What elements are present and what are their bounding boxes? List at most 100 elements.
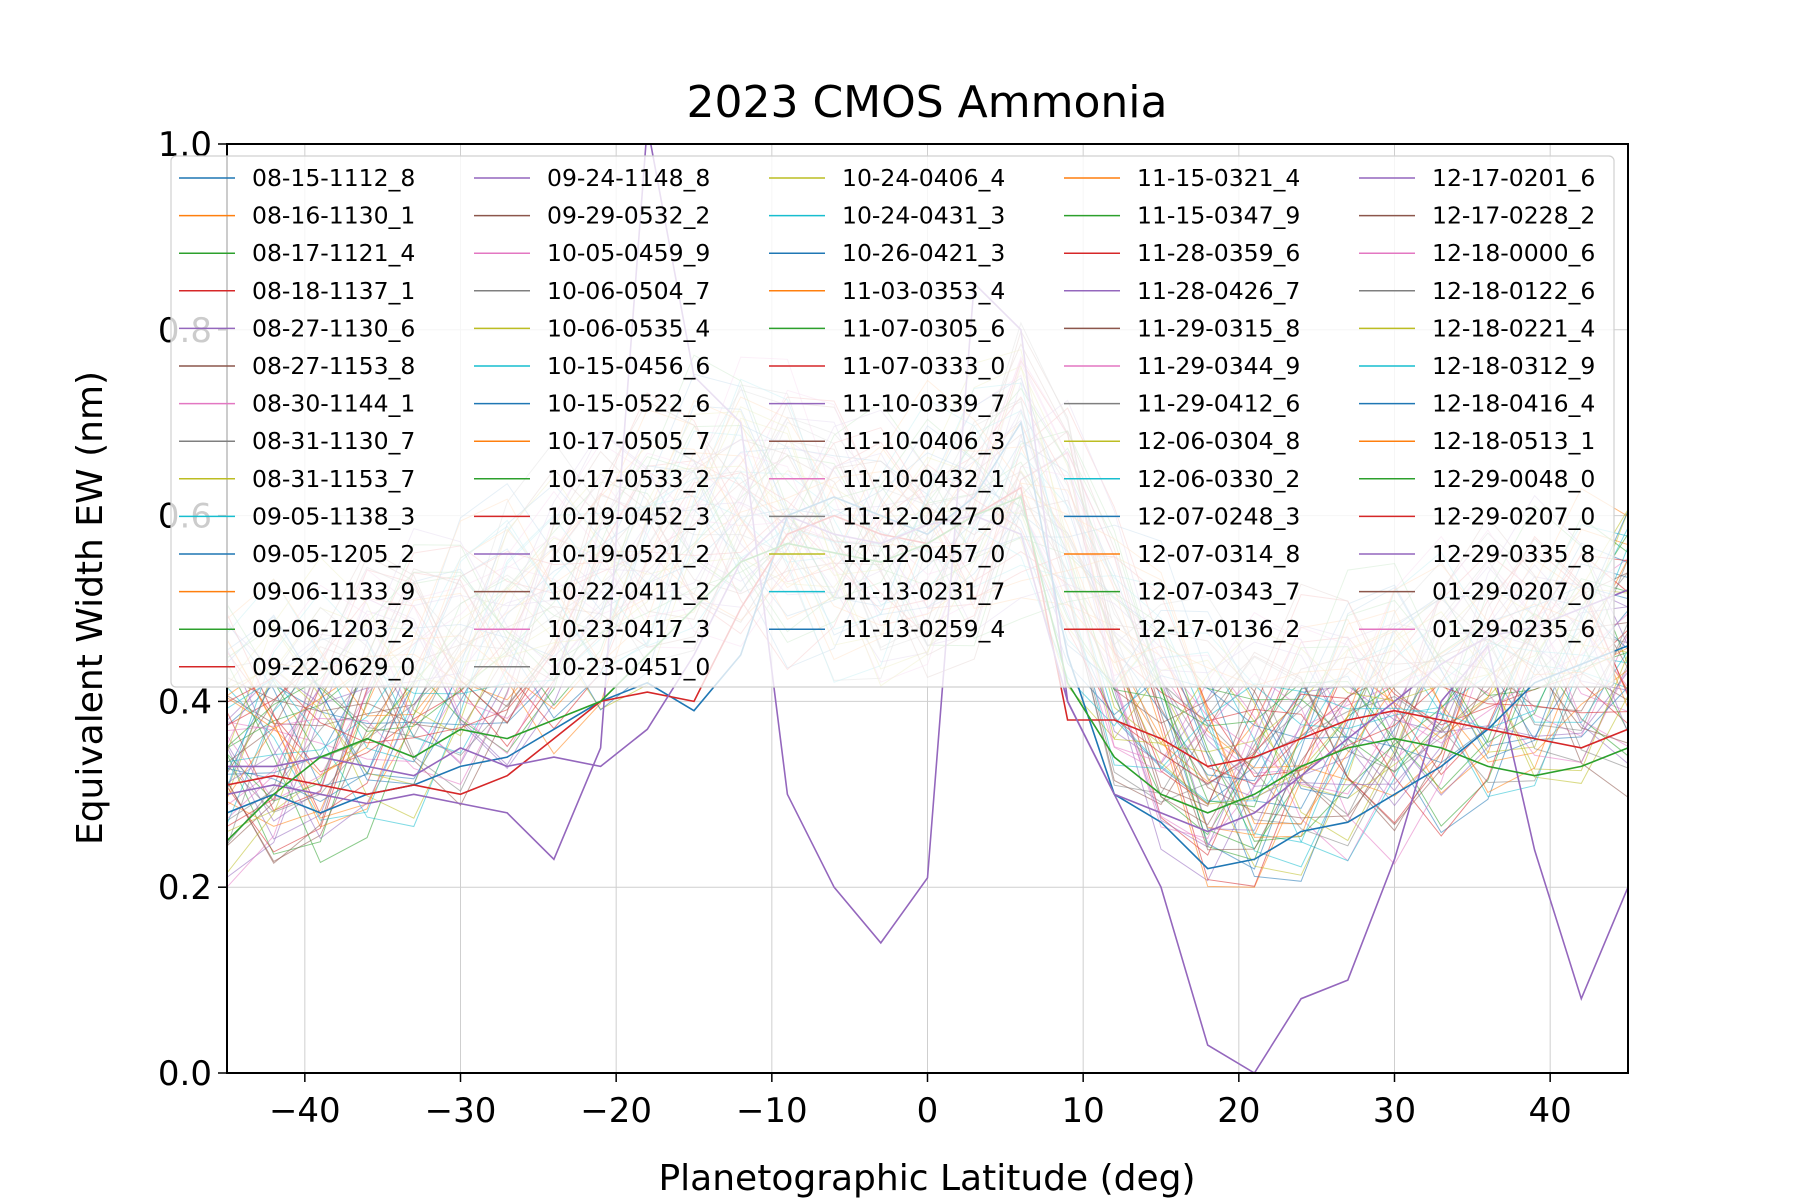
legend-entry: 08-18-1137_1 bbox=[179, 277, 415, 305]
legend-label: 12-18-0000_6 bbox=[1432, 239, 1595, 267]
legend-entry: 11-15-0347_9 bbox=[1064, 202, 1300, 230]
x-tick-label: 30 bbox=[1373, 1091, 1416, 1131]
legend-label: 11-13-0231_7 bbox=[842, 578, 1005, 606]
legend-entry: 12-29-0335_8 bbox=[1359, 540, 1595, 568]
legend-entry: 01-29-0235_6 bbox=[1359, 615, 1595, 643]
legend-label: 11-29-0315_8 bbox=[1137, 314, 1300, 342]
legend-label: 12-29-0207_0 bbox=[1432, 502, 1595, 530]
legend-label: 11-29-0412_6 bbox=[1137, 390, 1300, 418]
legend-entry: 10-17-0505_7 bbox=[474, 427, 710, 455]
legend-entry: 10-05-0459_9 bbox=[474, 239, 710, 267]
legend-entry: 12-29-0048_0 bbox=[1359, 465, 1595, 493]
legend-entry: 10-24-0406_4 bbox=[769, 164, 1005, 192]
legend-entry: 10-06-0504_7 bbox=[474, 277, 710, 305]
legend-label: 10-05-0459_9 bbox=[547, 239, 710, 267]
y-tick-label: 0.2 bbox=[158, 868, 212, 908]
legend-entry: 12-18-0416_4 bbox=[1359, 390, 1595, 418]
legend-entry: 12-18-0122_6 bbox=[1359, 277, 1595, 305]
y-tick-label: 0.4 bbox=[158, 682, 212, 722]
legend-label: 09-06-1133_9 bbox=[252, 578, 415, 606]
legend-entry: 11-29-0412_6 bbox=[1064, 390, 1300, 418]
legend-entry: 10-26-0421_3 bbox=[769, 239, 1005, 267]
legend-label: 11-29-0344_9 bbox=[1137, 352, 1300, 380]
legend-entry: 12-07-0248_3 bbox=[1064, 502, 1300, 530]
legend-label: 11-15-0347_9 bbox=[1137, 202, 1300, 230]
legend-entry: 12-06-0330_2 bbox=[1064, 465, 1300, 493]
legend-label: 12-29-0048_0 bbox=[1432, 465, 1595, 493]
legend-entry: 08-31-1153_7 bbox=[179, 465, 415, 493]
legend-label: 11-10-0432_1 bbox=[842, 465, 1005, 493]
legend-entry: 12-17-0201_6 bbox=[1359, 164, 1595, 192]
x-tick-label: −40 bbox=[269, 1091, 341, 1131]
legend-label: 12-06-0304_8 bbox=[1137, 427, 1300, 455]
legend-entry: 12-06-0304_8 bbox=[1064, 427, 1300, 455]
legend-entry: 08-30-1144_1 bbox=[179, 390, 415, 418]
x-tick-label: −10 bbox=[736, 1091, 808, 1131]
legend-entry: 11-07-0333_0 bbox=[769, 352, 1005, 380]
legend-label: 11-07-0333_0 bbox=[842, 352, 1005, 380]
legend-label: 08-17-1121_4 bbox=[252, 239, 415, 267]
y-axis-label: Equivalent Width EW (nm) bbox=[70, 371, 111, 845]
legend-entry: 11-10-0406_3 bbox=[769, 427, 1005, 455]
series-line-12-29-0335_8 bbox=[227, 144, 1628, 1073]
legend-entry: 01-29-0207_0 bbox=[1359, 578, 1595, 606]
legend-entry: 11-10-0339_7 bbox=[769, 390, 1005, 418]
x-tick-label: 40 bbox=[1529, 1091, 1572, 1131]
legend-label: 09-05-1205_2 bbox=[252, 540, 415, 568]
legend-entry: 12-18-0513_1 bbox=[1359, 427, 1595, 455]
legend-label: 12-17-0228_2 bbox=[1432, 202, 1595, 230]
legend-label: 12-07-0314_8 bbox=[1137, 540, 1300, 568]
legend-entry: 11-13-0259_4 bbox=[769, 615, 1005, 643]
legend-label: 09-29-0532_2 bbox=[547, 202, 710, 230]
legend-label: 11-10-0406_3 bbox=[842, 427, 1005, 455]
y-tick-label: 0.0 bbox=[158, 1054, 212, 1094]
legend-entry: 11-10-0432_1 bbox=[769, 465, 1005, 493]
legend-label: 12-07-0248_3 bbox=[1137, 502, 1300, 530]
x-tick-label: −20 bbox=[580, 1091, 652, 1131]
legend-label: 10-17-0505_7 bbox=[547, 427, 710, 455]
legend-label: 12-29-0335_8 bbox=[1432, 540, 1595, 568]
legend-entry: 09-05-1205_2 bbox=[179, 540, 415, 568]
legend-entry: 10-19-0452_3 bbox=[474, 502, 710, 530]
legend-entry: 11-15-0321_4 bbox=[1064, 164, 1300, 192]
legend-entry: 12-18-0000_6 bbox=[1359, 239, 1595, 267]
legend-entry: 10-19-0521_2 bbox=[474, 540, 710, 568]
legend-label: 11-12-0457_0 bbox=[842, 540, 1005, 568]
legend-entry: 10-15-0522_6 bbox=[474, 390, 710, 418]
legend-entry: 11-07-0305_6 bbox=[769, 314, 1005, 342]
legend-box bbox=[170, 155, 1615, 688]
legend-entry: 10-23-0451_0 bbox=[474, 653, 710, 681]
legend-label: 12-18-0122_6 bbox=[1432, 277, 1595, 305]
legend-label: 01-29-0235_6 bbox=[1432, 615, 1595, 643]
legend-entry: 11-03-0353_4 bbox=[769, 277, 1005, 305]
legend-entry: 11-12-0427_0 bbox=[769, 502, 1005, 530]
legend-entry: 12-18-0221_4 bbox=[1359, 314, 1595, 342]
legend-entry: 09-22-0629_0 bbox=[179, 653, 415, 681]
legend-label: 08-15-1112_8 bbox=[252, 164, 415, 192]
legend-label: 11-03-0353_4 bbox=[842, 277, 1005, 305]
legend-entry: 12-07-0314_8 bbox=[1064, 540, 1300, 568]
legend-entry: 08-15-1112_8 bbox=[179, 164, 415, 192]
legend: 08-15-1112_8 08-16-1130_1 08-17-1121_4 08-1… bbox=[170, 155, 1615, 688]
x-tick-label: 0 bbox=[917, 1091, 939, 1131]
legend-entry: 10-15-0456_6 bbox=[474, 352, 710, 380]
legend-label: 08-27-1130_6 bbox=[252, 314, 415, 342]
legend-label: 11-15-0321_4 bbox=[1137, 164, 1300, 192]
legend-label: 11-12-0427_0 bbox=[842, 502, 1005, 530]
legend-label: 11-07-0305_6 bbox=[842, 314, 1005, 342]
legend-label: 10-15-0522_6 bbox=[547, 390, 710, 418]
legend-label: 09-06-1203_2 bbox=[252, 615, 415, 643]
legend-label: 12-18-0221_4 bbox=[1432, 314, 1595, 342]
legend-label: 11-28-0426_7 bbox=[1137, 277, 1300, 305]
legend-label: 09-05-1138_3 bbox=[252, 502, 415, 530]
legend-entry: 11-28-0359_6 bbox=[1064, 239, 1300, 267]
legend-label: 10-23-0417_3 bbox=[547, 615, 710, 643]
legend-label: 08-31-1130_7 bbox=[252, 427, 415, 455]
legend-label: 12-17-0136_2 bbox=[1137, 615, 1300, 643]
legend-label: 09-22-0629_0 bbox=[252, 653, 415, 681]
x-tick-label: −30 bbox=[425, 1091, 497, 1131]
legend-entry: 11-29-0315_8 bbox=[1064, 314, 1300, 342]
legend-label: 08-18-1137_1 bbox=[252, 277, 415, 305]
legend-entry: 10-22-0411_2 bbox=[474, 578, 710, 606]
legend-entry: 09-24-1148_8 bbox=[474, 164, 710, 192]
